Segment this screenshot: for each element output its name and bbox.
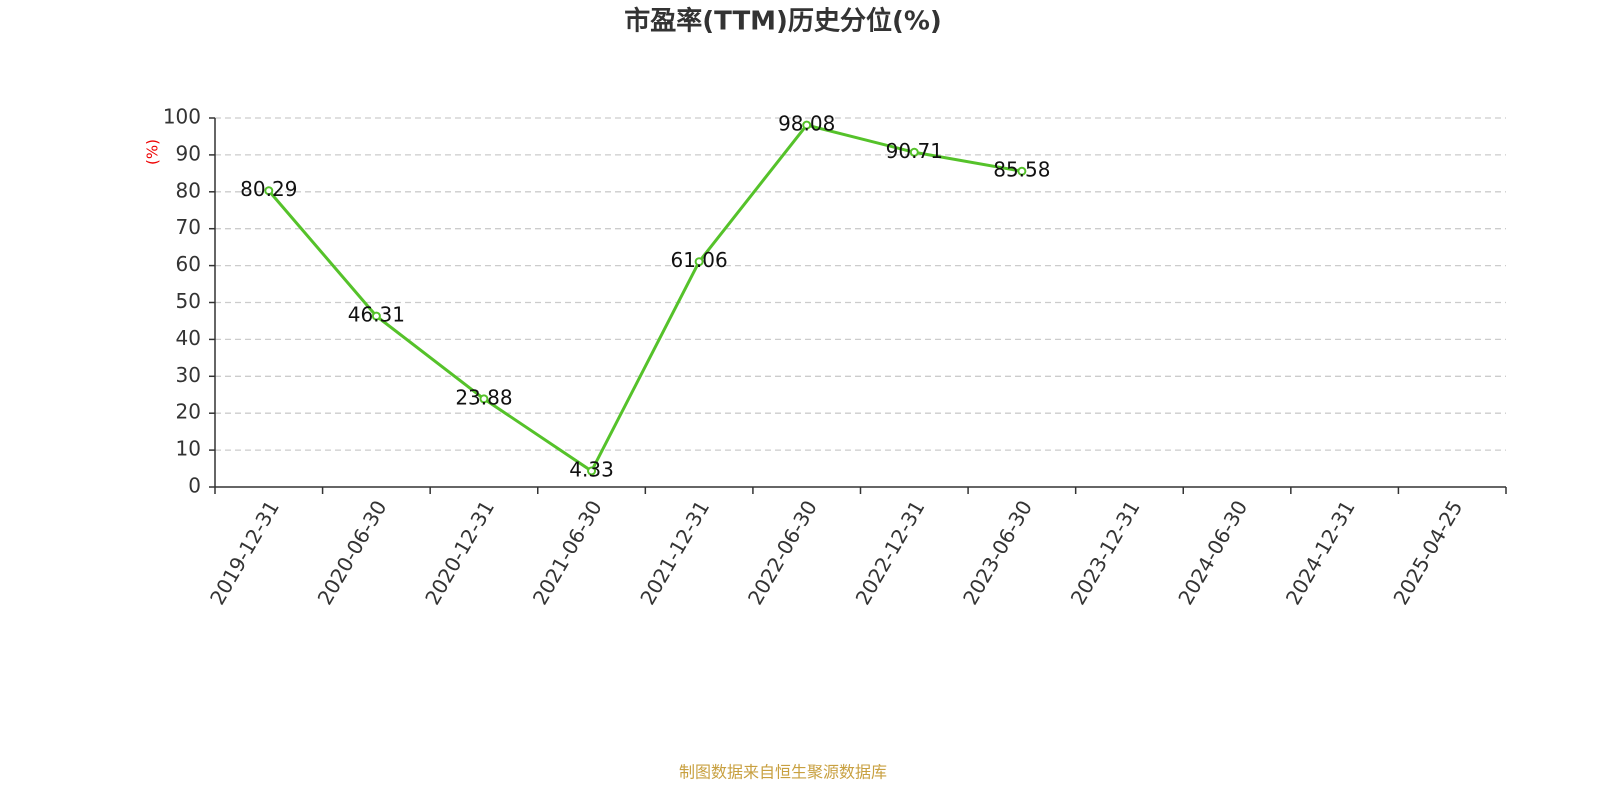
point-marker (802, 120, 812, 130)
data-label: 23.88 (455, 385, 512, 409)
y-axis-label: (%) (144, 139, 162, 165)
series-line (267, 123, 1023, 474)
point-marker (694, 257, 704, 267)
x-tick-label: 2019-12-31 (205, 496, 284, 609)
data-label: 98.08 (778, 112, 835, 136)
data-label: 4.33 (569, 458, 614, 482)
x-tick-label: 2022-06-30 (743, 496, 822, 609)
y-tick-label: 100 (163, 105, 201, 129)
x-tick-label: 2022-12-31 (850, 496, 929, 609)
point-marker (479, 394, 489, 404)
point-marker (909, 147, 919, 157)
point-marker (1017, 166, 1027, 176)
x-tick-label: 2023-12-31 (1066, 496, 1145, 609)
y-tick-label: 30 (176, 363, 201, 387)
x-tick-label: 2024-12-31 (1281, 496, 1360, 609)
y-tick-label: 60 (176, 252, 201, 276)
data-label: 80.29 (240, 177, 297, 201)
point-marker (587, 466, 597, 476)
data-label: 46.31 (348, 303, 405, 327)
data-label: 90.71 (886, 139, 943, 163)
y-tick-label: 80 (176, 178, 201, 202)
point-marker (264, 186, 274, 196)
y-tick-label: 90 (176, 141, 201, 165)
source-note: 制图数据来自恒生聚源数据库 (679, 763, 887, 782)
x-tick-label: 2021-06-30 (528, 496, 607, 609)
y-tick-label: 20 (176, 400, 201, 424)
y-tick-label: 50 (176, 289, 201, 313)
y-tick-label: 10 (176, 437, 201, 461)
x-tick-label: 2020-12-31 (420, 496, 499, 609)
y-tick-label: 40 (176, 326, 201, 350)
x-tick-label: 2021-12-31 (635, 496, 714, 609)
data-label: 61.06 (670, 248, 727, 272)
x-tick-label: 2023-06-30 (958, 496, 1037, 609)
point-marker (371, 311, 381, 321)
x-tick-label: 2024-06-30 (1173, 496, 1252, 609)
y-tick-label: 0 (188, 474, 201, 498)
x-tick-label: 2020-06-30 (313, 496, 392, 609)
x-tick-label: 2025-04-25 (1388, 496, 1467, 609)
y-tick-label: 70 (176, 215, 201, 239)
data-label: 85.58 (993, 158, 1050, 182)
chart-title: 市盈率(TTM)历史分位(%) (624, 6, 942, 37)
